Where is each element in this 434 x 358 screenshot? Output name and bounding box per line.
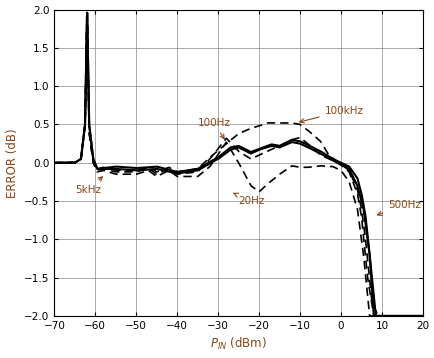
X-axis label: $P_{IN}$ (dBm): $P_{IN}$ (dBm) <box>210 337 266 352</box>
Text: 500Hz: 500Hz <box>377 200 420 216</box>
Y-axis label: ERROR (dB): ERROR (dB) <box>6 128 19 198</box>
Text: 100Hz: 100Hz <box>197 118 230 139</box>
Text: 5kHz: 5kHz <box>75 177 102 194</box>
Text: 100kHz: 100kHz <box>299 106 363 123</box>
Text: 20Hz: 20Hz <box>233 193 264 206</box>
